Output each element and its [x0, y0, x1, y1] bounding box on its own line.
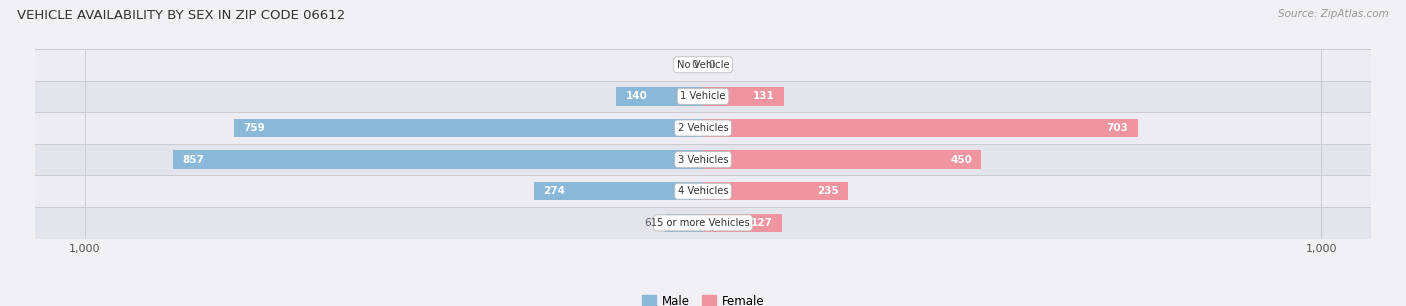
Bar [35, 175, 1371, 207]
Bar [173, 151, 703, 169]
Text: 4 Vehicles: 4 Vehicles [678, 186, 728, 196]
Text: 61: 61 [644, 218, 658, 228]
Bar [35, 144, 1371, 175]
Text: 0: 0 [709, 60, 714, 70]
Text: 3 Vehicles: 3 Vehicles [678, 155, 728, 165]
Text: 759: 759 [243, 123, 264, 133]
Text: 235: 235 [817, 186, 839, 196]
Text: Source: ZipAtlas.com: Source: ZipAtlas.com [1278, 9, 1389, 19]
Bar [233, 119, 703, 137]
Text: 5 or more Vehicles: 5 or more Vehicles [657, 218, 749, 228]
Text: 131: 131 [754, 91, 775, 101]
Bar [616, 87, 703, 106]
Bar [703, 151, 981, 169]
Text: 274: 274 [543, 186, 565, 196]
Text: 0: 0 [692, 60, 697, 70]
Text: 1 Vehicle: 1 Vehicle [681, 91, 725, 101]
Bar [703, 87, 785, 106]
Bar [703, 119, 1137, 137]
Text: 2 Vehicles: 2 Vehicles [678, 123, 728, 133]
Text: No Vehicle: No Vehicle [676, 60, 730, 70]
Text: 450: 450 [950, 155, 972, 165]
Text: 127: 127 [751, 218, 772, 228]
Bar [35, 112, 1371, 144]
Bar [35, 80, 1371, 112]
Text: 703: 703 [1107, 123, 1129, 133]
Bar [665, 214, 703, 232]
Text: 140: 140 [626, 91, 648, 101]
Bar [35, 207, 1371, 239]
Bar [35, 49, 1371, 80]
Legend: Male, Female: Male, Female [637, 290, 769, 306]
Bar [703, 182, 848, 200]
Bar [703, 214, 782, 232]
Text: 857: 857 [183, 155, 204, 165]
Bar [533, 182, 703, 200]
Text: VEHICLE AVAILABILITY BY SEX IN ZIP CODE 06612: VEHICLE AVAILABILITY BY SEX IN ZIP CODE … [17, 9, 344, 22]
